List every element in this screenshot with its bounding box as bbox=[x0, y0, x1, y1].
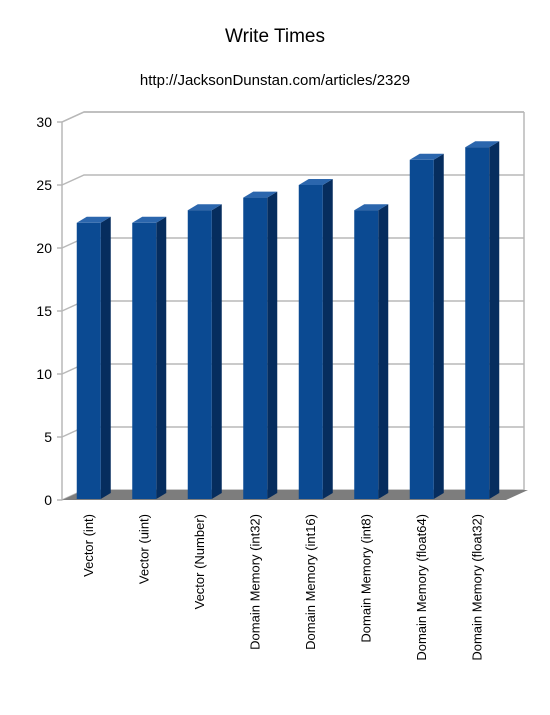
bar-side-5 bbox=[378, 204, 389, 499]
bar-5 bbox=[354, 210, 379, 499]
bar-side-0 bbox=[100, 216, 111, 500]
bar-top-3 bbox=[243, 191, 278, 198]
y-tick-label-5: 5 bbox=[44, 429, 52, 445]
gridline-25 bbox=[61, 174, 524, 186]
chart-title: Write Times bbox=[225, 26, 325, 47]
bar-top-4 bbox=[298, 179, 333, 185]
chart-floor bbox=[62, 490, 528, 500]
bar-top-2 bbox=[187, 204, 222, 211]
bar-1 bbox=[132, 222, 157, 500]
bar-0 bbox=[76, 222, 101, 500]
bar-top-6 bbox=[409, 153, 444, 160]
gridline-30 bbox=[61, 111, 524, 123]
x-tick-label-5: Domain Memory (int8) bbox=[358, 514, 373, 643]
y-tick-label-20: 20 bbox=[36, 240, 52, 256]
wall-top-edge bbox=[61, 111, 524, 123]
bar-2 bbox=[187, 210, 212, 499]
y-tick-label-0: 0 bbox=[44, 492, 52, 508]
gridline-20 bbox=[61, 237, 524, 249]
bar-side-1 bbox=[156, 216, 167, 500]
bar-side-4 bbox=[322, 179, 333, 499]
bar-side-7 bbox=[489, 141, 500, 499]
bar-4 bbox=[298, 185, 323, 499]
x-tick-label-7: Domain Memory (float32) bbox=[469, 514, 484, 661]
gridline-15 bbox=[61, 300, 524, 312]
y-tick-label-15: 15 bbox=[36, 303, 52, 319]
bar-top-5 bbox=[354, 204, 389, 211]
bar-3 bbox=[243, 197, 268, 499]
x-tick-label-2: Vector (Number) bbox=[192, 514, 207, 609]
bar-top-1 bbox=[132, 216, 167, 223]
y-tick-label-25: 25 bbox=[36, 177, 52, 193]
bar-6 bbox=[409, 159, 434, 500]
bar-side-2 bbox=[211, 204, 222, 499]
bar-top-0 bbox=[76, 216, 111, 223]
x-tick-label-0: Vector (int) bbox=[81, 514, 96, 577]
bar-top-7 bbox=[465, 141, 500, 148]
x-tick-label-4: Domain Memory (int16) bbox=[303, 514, 318, 650]
gridline-5 bbox=[61, 426, 524, 438]
bar-side-3 bbox=[267, 191, 278, 499]
bar-side-6 bbox=[433, 153, 444, 500]
x-tick-label-1: Vector (uint) bbox=[136, 514, 151, 584]
x-tick-label-6: Domain Memory (float64) bbox=[414, 514, 429, 661]
chart-subtitle: http://JacksonDunstan.com/articles/2329 bbox=[139, 72, 411, 89]
x-tick-label-3: Domain Memory (int32) bbox=[247, 514, 262, 650]
y-tick-label-10: 10 bbox=[36, 366, 52, 382]
gridline-10 bbox=[61, 363, 524, 375]
bar-7 bbox=[465, 147, 490, 499]
y-tick-label-30: 30 bbox=[36, 114, 52, 130]
